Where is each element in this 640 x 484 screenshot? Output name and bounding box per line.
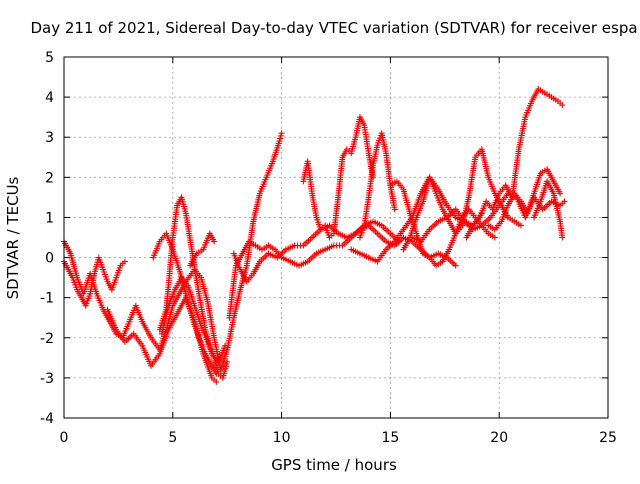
data-point: [559, 234, 566, 241]
plot-frame: [63, 56, 609, 419]
series-arc-10: [300, 114, 376, 241]
series-arc-17: [485, 166, 564, 233]
y-tick-label: 4: [45, 90, 54, 106]
y-tick-label: -1: [40, 291, 54, 307]
x-tick-label: 5: [168, 430, 177, 446]
series-arc-6: [158, 274, 231, 381]
series-arc-14: [400, 146, 524, 253]
data-point: [277, 132, 284, 139]
x-tick-label: 0: [60, 430, 69, 446]
data-point: [517, 222, 524, 229]
series-arc-7: [187, 230, 218, 269]
series-arc-4: [150, 230, 220, 377]
y-tick-label: 1: [45, 210, 54, 226]
series-arc-18: [531, 178, 566, 241]
grid: [64, 57, 608, 418]
data-point: [276, 138, 283, 145]
data-point: [557, 190, 564, 197]
data-point: [121, 258, 128, 265]
x-tick-label: 10: [273, 430, 291, 446]
data-marks: [61, 86, 568, 385]
y-tick-label: -3: [40, 371, 54, 387]
data-point: [278, 130, 285, 137]
data-point: [222, 342, 229, 349]
data-point: [213, 378, 220, 385]
data-point: [561, 198, 568, 205]
y-tick-label: 3: [45, 130, 54, 146]
x-axis-label: GPS time / hours: [271, 456, 397, 474]
data-point: [491, 234, 498, 241]
y-tick-label: -4: [40, 411, 54, 427]
data-point: [224, 358, 231, 365]
y-tick-label: 0: [45, 251, 54, 267]
data-point: [211, 238, 218, 245]
series-arc-2: [61, 254, 128, 309]
chart-title: Day 211 of 2021, Sidereal Day-to-day VTE…: [30, 19, 637, 37]
x-tick-label: 20: [490, 430, 508, 446]
y-axis-label: SDTVAR / TECUs: [4, 176, 22, 299]
data-point: [391, 206, 398, 213]
x-tick-label: 15: [381, 430, 399, 446]
series-arc-8: [226, 222, 459, 321]
x-tick-label: 25: [599, 430, 617, 446]
y-tick-label: -2: [40, 331, 54, 347]
series-arc-5: [156, 194, 229, 365]
data-point: [559, 102, 566, 109]
y-tick-label: 5: [45, 50, 54, 66]
axis-ticks: 0 5 10 15 20 25 -4 -3 -2 -1 0 1 2 3 4 5: [40, 50, 617, 446]
data-point: [452, 262, 459, 269]
y-tick-label: 2: [45, 170, 54, 186]
data-point: [277, 135, 284, 142]
